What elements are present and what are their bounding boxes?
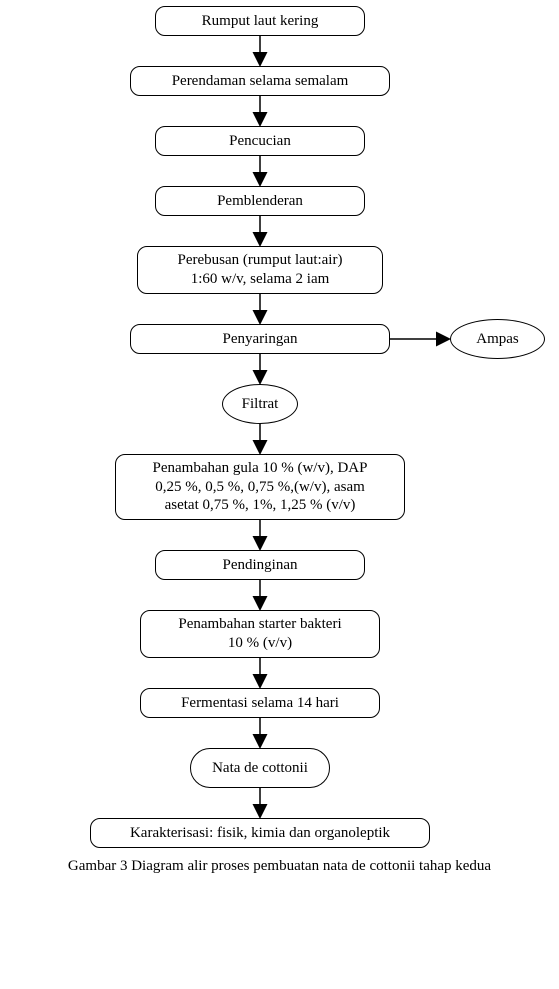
figure-caption: Gambar 3 Diagram alir proses pembuatan n… <box>0 858 559 875</box>
caption-text: Gambar 3 Diagram alir proses pembuatan n… <box>68 858 491 874</box>
flowchart-arrows <box>0 0 559 989</box>
flowchart-container: Rumput laut kering Perendaman selama sem… <box>0 0 559 989</box>
